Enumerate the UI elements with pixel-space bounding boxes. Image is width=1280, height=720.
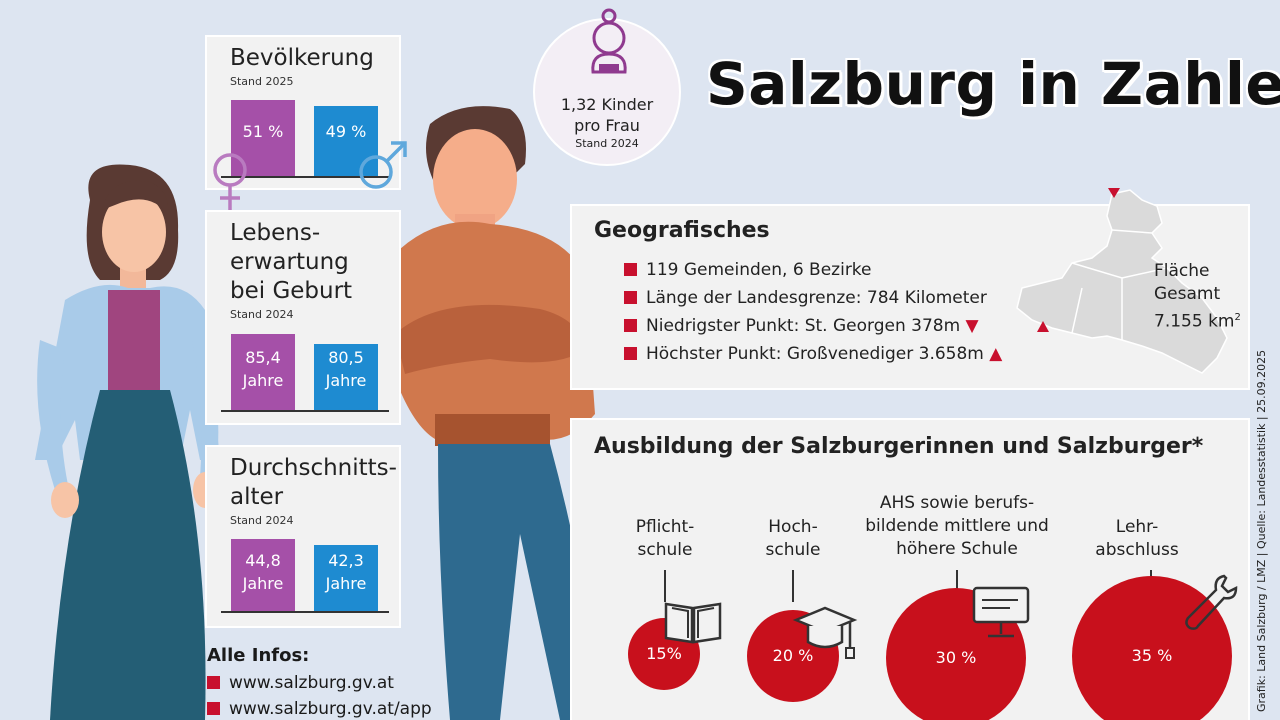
population-panel: Bevölkerung Stand 2025 51 % 49 % [205, 35, 401, 190]
info-title: Alle Infos: [207, 645, 310, 666]
life-expectancy-male-bar: 80,5 Jahre [314, 344, 378, 410]
credit-line: Grafik: Land Salzburg / LMZ | Quelle: La… [1255, 349, 1268, 712]
man-illustration [390, 106, 605, 720]
population-male-bar: 49 % [314, 106, 378, 176]
bullet-square [207, 702, 220, 715]
geo-item-4: Höchster Punkt: Großvenediger 3.658m ▲ [624, 344, 1002, 364]
page-title: Salzburg in Zahlen [706, 50, 1280, 118]
edu-tick [956, 570, 958, 602]
life-expectancy-female-value: 85,4 [245, 348, 281, 367]
average-age-male-value: 42,3 [328, 551, 364, 570]
education-panel: Ausbildung der Salzburgerinnen und Salzb… [570, 418, 1250, 720]
average-age-stand: Stand 2024 [230, 514, 294, 527]
bullet-square [624, 347, 637, 360]
population-baseline [221, 176, 389, 178]
book-icon [664, 602, 722, 644]
fertility-stand: Stand 2024 [575, 137, 639, 150]
average-age-male-unit: Jahre [325, 574, 367, 593]
population-stand: Stand 2025 [230, 75, 294, 88]
bullet-square [624, 291, 637, 304]
population-male-value: 49 % [325, 122, 367, 141]
life-expectancy-baseline [221, 410, 389, 412]
edu-circle-pflichtschule: 15% [628, 618, 700, 690]
life-expectancy-stand: Stand 2024 [230, 308, 294, 321]
geography-title: Geografisches [594, 218, 770, 243]
geo-item-1: 119 Gemeinden, 6 Bezirke [624, 260, 872, 280]
male-symbol-icon [359, 141, 407, 189]
life-expectancy-female-bar: 85,4 Jahre [231, 334, 295, 410]
average-age-title-2: alter [230, 484, 284, 510]
area-label-1: Fläche [1154, 261, 1210, 281]
population-title: Bevölkerung [230, 45, 374, 71]
edu-label-pflichtschule: Pflicht-schule [635, 517, 695, 560]
life-expectancy-male-value: 80,5 [328, 348, 364, 367]
geography-panel: Geografisches 119 Gemeinden, 6 Bezirke L… [570, 188, 1250, 390]
computer-icon [972, 586, 1030, 638]
edu-label-hochschule: Hoch-schule [765, 517, 821, 560]
edu-label-ahs: AHS sowie berufs-bildende mittlere und hö… [865, 493, 1049, 559]
bullet-square [624, 319, 637, 332]
population-female-value: 51 % [242, 122, 284, 141]
fertility-line-1: 1,32 Kinder [560, 95, 654, 114]
triangle-down-icon: ▼ [965, 316, 979, 336]
edu-tick [792, 570, 794, 602]
area-block: Fläche Gesamt 7.155 km2 [1154, 260, 1241, 334]
salzburg-map [1016, 188, 1228, 374]
graduation-cap-icon [792, 606, 858, 659]
triangle-up-icon: ▲ [989, 344, 1003, 364]
edu-tick [664, 570, 666, 602]
life-expectancy-title-1: Lebens- [230, 220, 321, 246]
edu-label-lehrabschluss: Lehr-abschluss [1095, 517, 1179, 560]
bullet-square [207, 676, 220, 689]
fertility-circle: 1,32 Kinder pro Frau Stand 2024 [533, 8, 681, 166]
info-link-website[interactable]: www.salzburg.gv.at [207, 673, 394, 693]
woman-illustration [35, 164, 220, 720]
life-expectancy-title-3: bei Geburt [230, 278, 353, 304]
geo-item-2: Länge der Landesgrenze: 784 Kilometer [624, 288, 987, 308]
average-age-female-value: 44,8 [245, 551, 281, 570]
average-age-male-bar: 42,3 Jahre [314, 545, 378, 611]
area-value: 7.155 km2 [1154, 311, 1241, 332]
life-expectancy-female-unit: Jahre [242, 371, 284, 390]
geo-item-3: Niedrigster Punkt: St. Georgen 378m ▼ [624, 316, 979, 336]
average-age-title-1: Durchschnitts- [230, 455, 397, 481]
life-expectancy-panel: Lebens- erwartung bei Geburt Stand 2024 … [205, 210, 401, 425]
life-expectancy-male-unit: Jahre [325, 371, 367, 390]
fertility-line-2: pro Frau [574, 116, 640, 135]
average-age-baseline [221, 611, 389, 613]
wrench-icon [1185, 574, 1238, 630]
bullet-square [624, 263, 637, 276]
baby-icon [591, 8, 627, 74]
average-age-panel: Durchschnitts- alter Stand 2024 44,8 Jah… [205, 445, 401, 628]
area-label-2: Gesamt [1154, 284, 1221, 304]
average-age-female-bar: 44,8 Jahre [231, 539, 295, 611]
female-symbol-icon [213, 153, 247, 210]
info-link-app[interactable]: www.salzburg.gv.at/app [207, 699, 432, 719]
average-age-female-unit: Jahre [242, 574, 284, 593]
life-expectancy-title-2: erwartung [230, 249, 349, 275]
education-title: Ausbildung der Salzburgerinnen und Salzb… [594, 434, 1204, 459]
